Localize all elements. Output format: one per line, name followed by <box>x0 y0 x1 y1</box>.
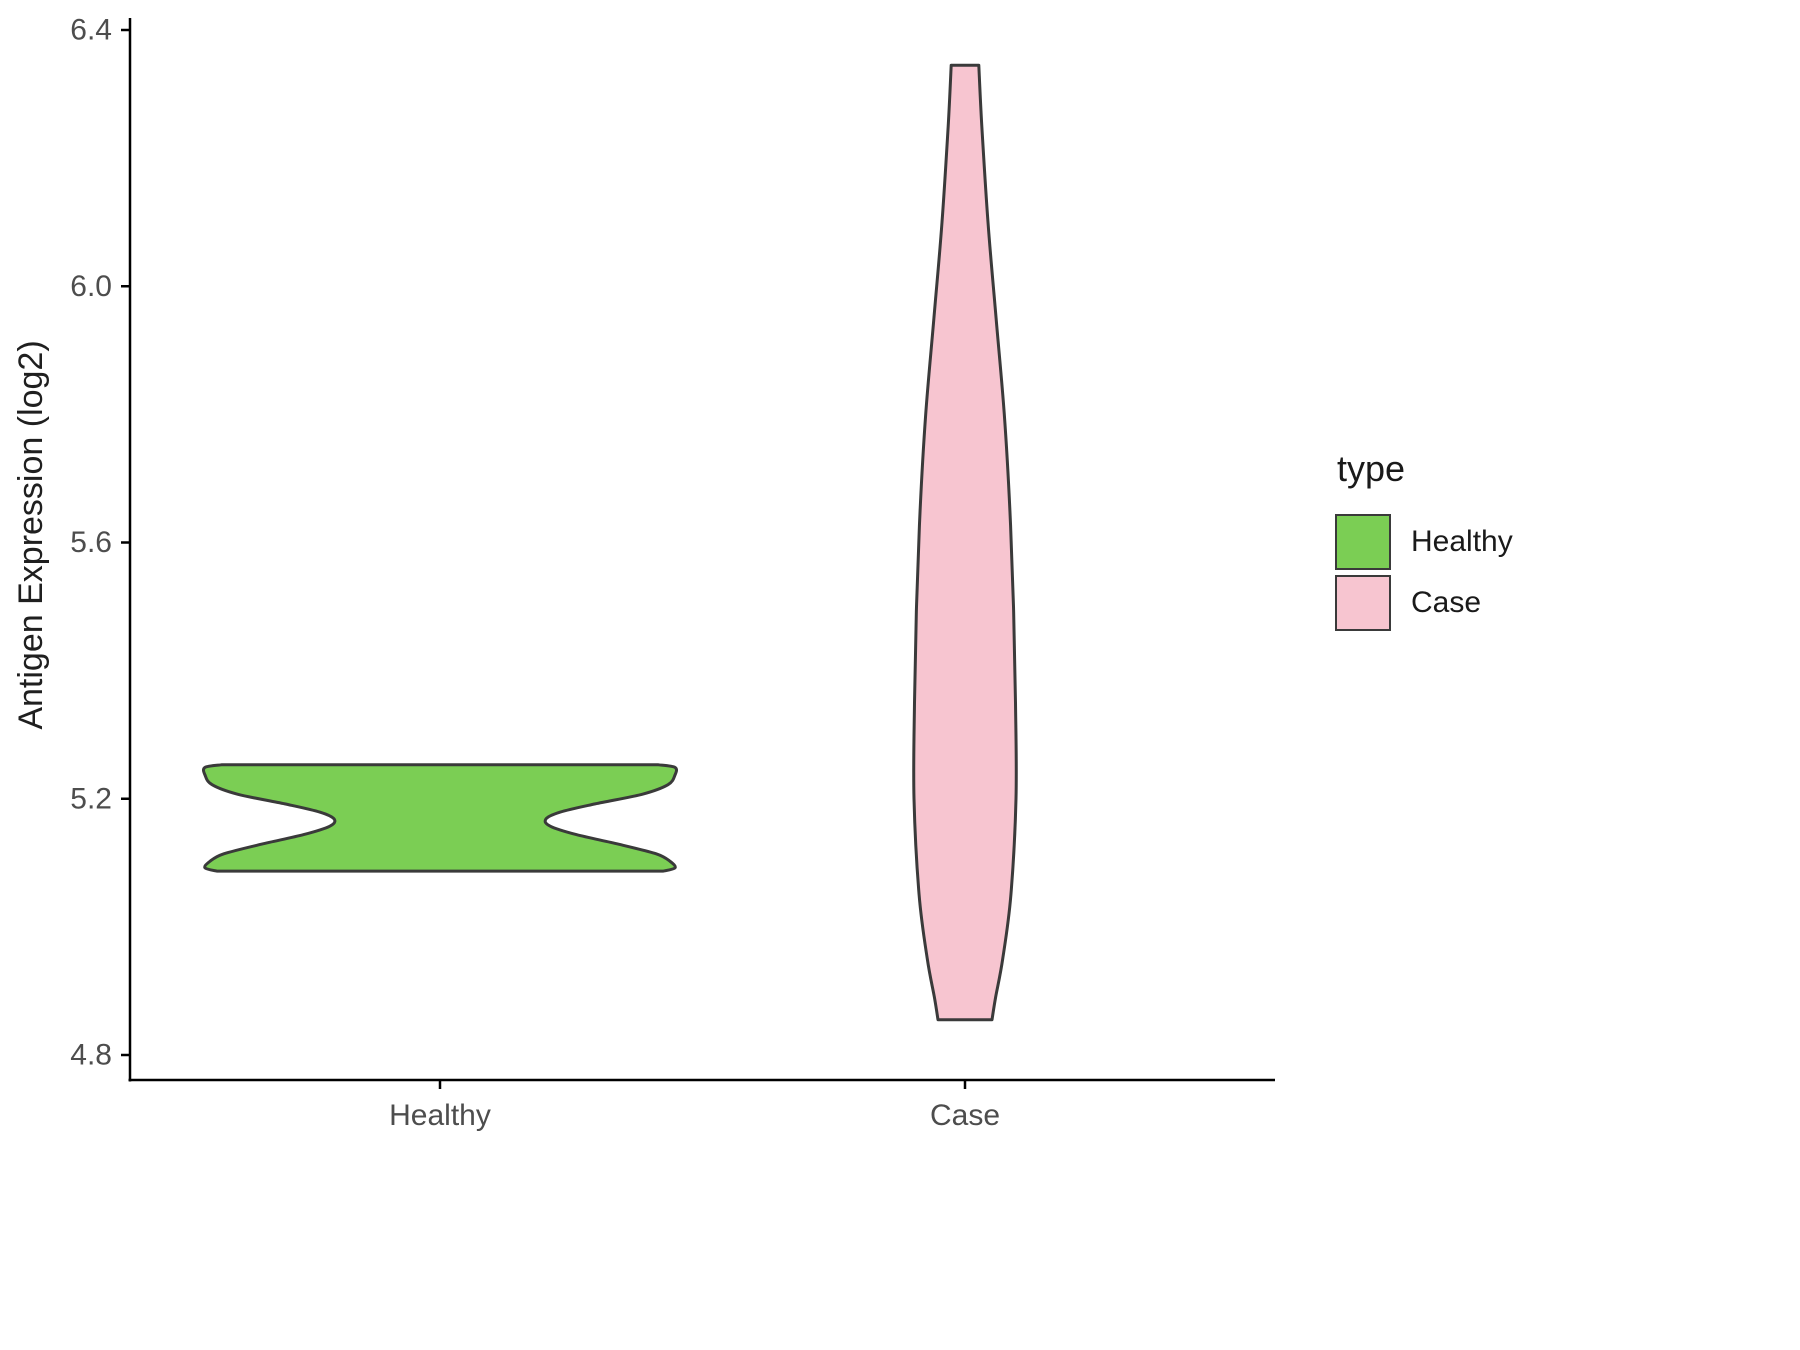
violin-case <box>912 63 1018 1022</box>
legend-label: Healthy <box>1411 525 1513 558</box>
x-category-label: Case <box>930 1099 1000 1132</box>
y-tick-label: 6.0 <box>70 270 112 303</box>
legend-swatch-case <box>1335 575 1391 631</box>
legend-items: Healthy Case <box>1335 514 1513 631</box>
x-category-label: Healthy <box>389 1099 491 1132</box>
legend: type Healthy Case <box>1335 448 1513 636</box>
y-tick-label: 4.8 <box>70 1039 112 1072</box>
violin-healthy <box>201 763 679 873</box>
y-axis-title: Antigen Expression (log2) <box>12 340 50 729</box>
legend-label: Case <box>1411 586 1482 619</box>
legend-title: type <box>1337 448 1406 489</box>
legend-swatch-healthy <box>1335 514 1391 570</box>
legend-item-case: Case <box>1335 575 1513 631</box>
y-tick-label: 5.2 <box>70 782 112 815</box>
y-tick-label: 5.6 <box>70 526 112 559</box>
y-tick-label: 6.4 <box>70 14 112 47</box>
legend-item-healthy: Healthy <box>1335 514 1513 570</box>
